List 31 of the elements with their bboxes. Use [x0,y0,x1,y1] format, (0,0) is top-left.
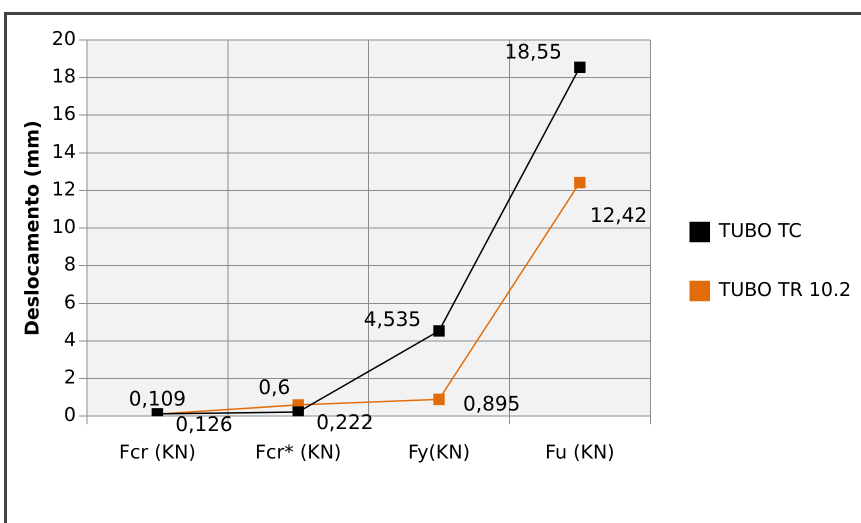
data-label: 0,222 [316,410,374,434]
legend-label: TUBO TC [718,220,802,242]
data-label: 18,55 [504,39,562,64]
data-label: 0,895 [463,392,520,416]
y-tick-label: 2 [64,366,76,389]
data-label: 0,109 [128,386,186,410]
point [433,394,445,406]
point [292,406,304,416]
y-axis-title: Deslocamento (mm) [21,120,44,336]
x-tick-label: Fy(KN) [408,442,470,464]
y-tick-label: 16 [52,103,76,126]
x-tick-label: Fcr* (KN) [255,442,342,464]
point [574,62,586,73]
x-tick-label: Fu (KN) [545,442,615,464]
data-label: 4,535 [364,307,422,332]
y-tick-label: 4 [64,328,76,351]
y-tick-label: 20 [52,28,76,50]
point [574,176,586,188]
data-label: 0,6 [258,375,290,400]
y-tick-label: 8 [64,254,76,276]
legend-label: TUBO TR 10.2 [718,278,852,301]
data-label: 12,42 [590,202,648,227]
y-tick-label: 14 [52,140,76,163]
y-tick-label: 12 [52,178,76,200]
y-tick-label: 10 [52,216,76,238]
x-tick-label: Fcr (KN) [119,442,196,464]
data-label: 0,126 [175,412,233,436]
y-tick-label: 18 [52,66,76,88]
point [433,325,445,337]
y-tick-label: 6 [64,291,76,314]
y-tick-label: 0 [64,404,76,426]
